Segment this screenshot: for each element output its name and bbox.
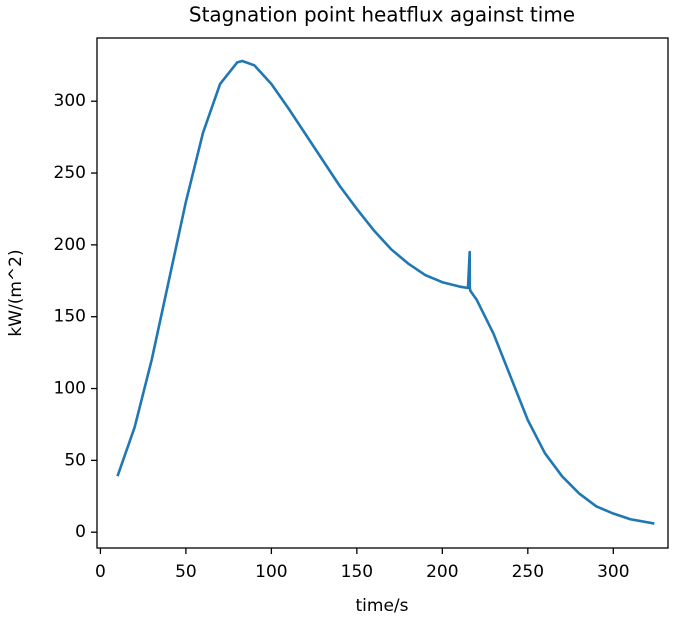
x-tick-label: 0 — [95, 562, 106, 582]
y-axis-label: kW/(m^2) — [6, 249, 26, 336]
x-tick-label: 50 — [175, 562, 197, 582]
x-tick-label: 300 — [597, 562, 629, 582]
y-tick-label: 300 — [54, 91, 86, 111]
data-line — [116, 59, 655, 525]
plot-frame — [96, 37, 669, 549]
y-tick-label: 150 — [54, 307, 86, 327]
y-tick-label: 200 — [54, 235, 86, 255]
chart-title: Stagnation point heatflux against time — [189, 3, 575, 27]
x-tick-label: 200 — [426, 562, 458, 582]
y-tick-label: 0 — [75, 522, 86, 542]
x-tick-label: 150 — [341, 562, 373, 582]
x-axis-label: time/s — [356, 596, 409, 616]
x-tick-label: 250 — [512, 562, 544, 582]
y-tick-label: 250 — [54, 163, 86, 183]
x-tick-label: 100 — [255, 562, 287, 582]
y-tick-label: 100 — [54, 379, 86, 399]
y-tick-label: 50 — [64, 450, 86, 470]
